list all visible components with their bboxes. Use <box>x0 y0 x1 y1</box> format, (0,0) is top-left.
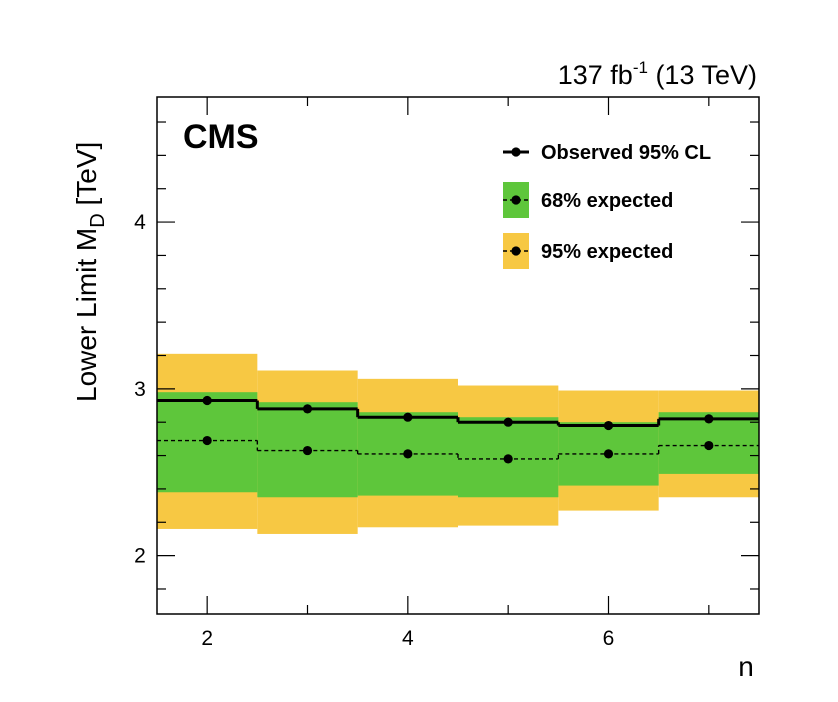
series-expected-point <box>704 440 714 451</box>
series-observed-95-cl-point <box>603 420 614 431</box>
series-expected-point <box>503 454 513 464</box>
legend-marker-observed-95-cl <box>511 147 521 157</box>
bands-layer <box>157 353 759 534</box>
frame-layer: 2 4 6 2 3 4 <box>134 96 760 650</box>
legend-marker-95-expected <box>511 246 521 256</box>
x-tick-label: 4 <box>402 627 414 650</box>
series-observed-95-cl-point <box>202 395 212 406</box>
legend-label-95-expected: 95% expected <box>541 241 673 263</box>
series-observed-95-cl-point <box>503 417 513 427</box>
series-expected-point <box>302 445 313 456</box>
y-tick-label: 4 <box>134 211 146 234</box>
series-observed-95-cl-point <box>704 414 714 424</box>
experiment-label: CMS <box>183 118 259 156</box>
legend-marker-68-expected <box>511 195 521 205</box>
luminosity-label: 137 fb-1 (13 TeV) <box>558 58 757 90</box>
series-observed-95-cl-point <box>302 404 313 414</box>
series-observed-95-cl-point <box>403 412 413 422</box>
lines-layer <box>157 395 759 464</box>
y-axis-label: Lower Limit MD [TeV] <box>71 142 109 402</box>
series-expected-point <box>603 449 614 459</box>
series-expected-point <box>403 449 413 459</box>
x-tick-label: 6 <box>603 627 615 650</box>
series-expected-point <box>202 435 212 446</box>
x-tick-label: 2 <box>201 627 213 650</box>
y-tick-label: 2 <box>134 545 146 568</box>
legend-label-68-expected: 68% expected <box>541 190 673 212</box>
legend: Observed 95% CL 68% expected 95% expected <box>503 142 711 269</box>
legend-label-observed-95-cl: Observed 95% CL <box>541 142 711 164</box>
y-tick-label: 3 <box>134 378 146 401</box>
x-axis-label: n <box>738 651 754 682</box>
